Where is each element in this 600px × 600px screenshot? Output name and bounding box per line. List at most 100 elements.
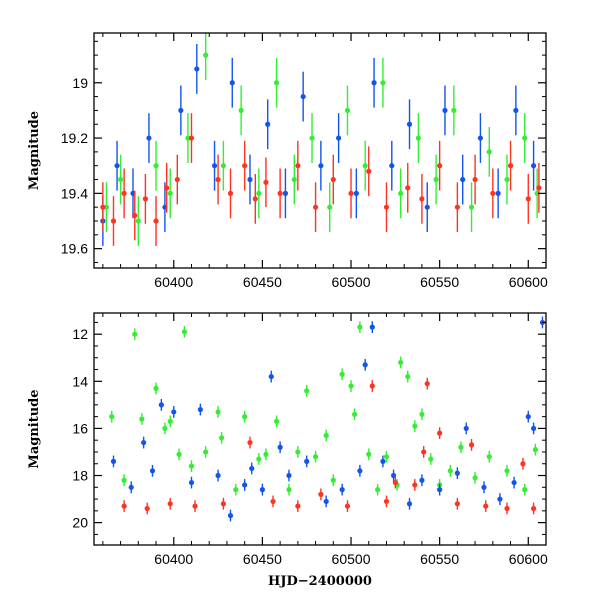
data-point bbox=[507, 163, 514, 169]
data-point bbox=[215, 472, 221, 479]
data-point bbox=[132, 212, 138, 219]
data-point bbox=[128, 484, 134, 490]
data-point bbox=[483, 503, 489, 509]
data-point bbox=[389, 163, 395, 169]
data-point bbox=[419, 477, 425, 483]
data-point bbox=[167, 418, 173, 424]
data-point bbox=[144, 505, 150, 512]
data-point bbox=[383, 204, 390, 210]
data-point bbox=[362, 163, 368, 169]
data-point bbox=[178, 107, 184, 114]
data-point bbox=[259, 487, 265, 493]
data-point bbox=[227, 512, 234, 519]
data-point bbox=[149, 468, 156, 474]
data-point bbox=[419, 196, 425, 202]
data-point bbox=[318, 491, 324, 497]
data-point bbox=[242, 414, 248, 420]
data-point bbox=[174, 176, 180, 183]
data-point bbox=[405, 185, 411, 191]
data-point bbox=[520, 461, 526, 467]
data-point bbox=[495, 190, 501, 196]
top-panel-marks bbox=[100, 33, 542, 246]
data-point bbox=[227, 190, 234, 196]
data-point bbox=[233, 487, 239, 493]
data-point bbox=[336, 135, 342, 141]
data-point bbox=[472, 176, 478, 183]
data-point bbox=[330, 176, 336, 183]
data-point bbox=[132, 331, 138, 337]
data-point bbox=[447, 468, 453, 474]
data-point bbox=[451, 107, 457, 114]
data-point bbox=[171, 409, 177, 415]
data-point bbox=[330, 477, 336, 483]
data-point bbox=[238, 107, 244, 114]
data-point bbox=[110, 218, 117, 224]
top-series-2 bbox=[100, 113, 542, 246]
data-point bbox=[419, 411, 425, 417]
bottom-panel: 60400 60450 60500 60550 60600 12 14 16 18 20 Magn… bbox=[27, 312, 548, 589]
data-point bbox=[468, 204, 475, 210]
data-point bbox=[176, 451, 182, 457]
data-point bbox=[263, 179, 269, 185]
data-point bbox=[219, 435, 225, 441]
data-point bbox=[146, 135, 152, 141]
x-tick-label: 60600 bbox=[509, 551, 548, 567]
data-point bbox=[121, 190, 127, 196]
data-point bbox=[203, 52, 209, 58]
data-point bbox=[383, 454, 390, 460]
data-point bbox=[215, 409, 221, 415]
y-tick-label: 19.6 bbox=[61, 241, 88, 257]
data-point bbox=[362, 362, 368, 368]
data-point bbox=[295, 449, 301, 455]
data-point bbox=[530, 425, 537, 432]
y-tick-label: 19.2 bbox=[61, 130, 88, 146]
data-point bbox=[327, 204, 333, 210]
data-point bbox=[242, 163, 248, 169]
data-point bbox=[353, 190, 359, 196]
data-point bbox=[477, 135, 484, 141]
data-point bbox=[188, 135, 195, 141]
data-point bbox=[312, 204, 319, 210]
data-point bbox=[525, 414, 531, 420]
data-point bbox=[454, 470, 460, 476]
data-point bbox=[153, 385, 159, 391]
data-point bbox=[167, 190, 173, 196]
data-point bbox=[398, 190, 404, 196]
data-point bbox=[454, 501, 460, 507]
data-point bbox=[304, 388, 310, 394]
data-point bbox=[369, 324, 375, 330]
y-tick-label: 16 bbox=[72, 420, 88, 436]
data-point bbox=[392, 479, 398, 486]
data-point bbox=[215, 176, 221, 183]
data-point bbox=[454, 204, 460, 210]
data-point bbox=[153, 218, 159, 224]
data-point bbox=[486, 149, 492, 155]
data-point bbox=[114, 163, 120, 169]
data-point bbox=[300, 93, 306, 100]
data-point bbox=[406, 121, 413, 127]
top-y-axis-label: Magnitude bbox=[27, 111, 42, 190]
data-point bbox=[437, 163, 443, 169]
x-tick-label: 60400 bbox=[154, 551, 193, 567]
x-tick-label: 60500 bbox=[332, 551, 371, 567]
data-point bbox=[256, 456, 262, 462]
bottom-x-axis-label: HJD−2400000 bbox=[268, 574, 372, 589]
data-point bbox=[522, 487, 528, 493]
top-series-1 bbox=[100, 44, 537, 246]
data-point bbox=[504, 468, 510, 474]
data-point bbox=[286, 487, 292, 493]
data-point bbox=[415, 135, 421, 141]
x-tick-label: 60500 bbox=[332, 274, 371, 290]
x-tick-label: 60400 bbox=[154, 274, 193, 290]
data-point bbox=[380, 458, 386, 464]
data-point bbox=[270, 498, 276, 505]
data-point bbox=[375, 487, 381, 493]
data-point bbox=[369, 383, 375, 389]
data-point bbox=[291, 176, 297, 183]
data-point bbox=[497, 496, 503, 502]
data-point bbox=[282, 190, 289, 196]
data-point bbox=[468, 442, 475, 448]
top-panel-ticks: 60400 60450 60500 60550 60600 19 19.2 19.4 19.6 bbox=[61, 33, 548, 290]
data-point bbox=[437, 487, 443, 493]
